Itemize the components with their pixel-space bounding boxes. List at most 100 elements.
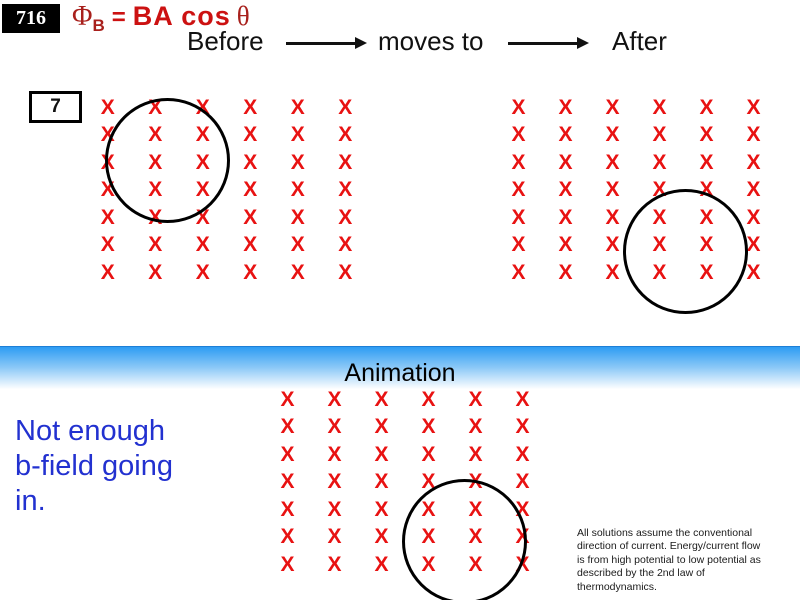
bfield-x-marker: X (746, 123, 761, 147)
bfield-x-marker: X (280, 387, 295, 411)
bfield-x-marker: X (338, 205, 353, 229)
bfield-x-marker: X (338, 150, 353, 174)
bfield-x-marker: X (280, 442, 295, 466)
wire-loop-circle-before (105, 98, 230, 223)
bfield-x-marker: X (511, 150, 526, 174)
bfield-x-marker: X (605, 233, 620, 257)
equals-sign: = (111, 4, 126, 31)
disclaimer-line: All solutions assume the conventional (577, 527, 753, 539)
bfield-x-marker: X (558, 178, 573, 202)
bfield-x-marker: X (558, 123, 573, 147)
bfield-x-marker: X (327, 497, 342, 521)
ba-cos-term: BA cos (132, 1, 231, 31)
bfield-x-marker: X (243, 178, 258, 202)
bfield-x-marker: X (290, 95, 305, 119)
bfield-x-marker: X (243, 205, 258, 229)
bfield-x-marker: X (327, 470, 342, 494)
bfield-x-marker: X (100, 205, 115, 229)
bfield-x-marker: X (511, 123, 526, 147)
note-line: b-field going (15, 450, 173, 482)
bfield-x-marker: X (374, 525, 389, 549)
moves-to-label: moves to (378, 26, 484, 56)
bfield-x-marker: X (699, 95, 714, 119)
bfield-x-marker: X (100, 233, 115, 257)
bfield-x-marker: X (558, 95, 573, 119)
bfield-x-marker: X (290, 178, 305, 202)
bfield-x-marker: X (100, 260, 115, 284)
note-line: Not enough (15, 415, 165, 447)
bfield-x-marker: X (338, 233, 353, 257)
disclaimer-line: described by the 2nd law of (577, 567, 705, 580)
right-arrow-icon (508, 38, 589, 48)
bfield-x-marker: X (468, 442, 483, 466)
bfield-x-marker: X (421, 442, 436, 466)
bfield-x-marker: X (699, 150, 714, 174)
disclaimer-line: is from high potential to low potential … (577, 553, 761, 566)
bfield-x-marker: X (558, 260, 573, 284)
bfield-x-marker: X (605, 95, 620, 119)
bfield-x-marker: X (374, 387, 389, 411)
bfield-x-marker: X (327, 525, 342, 549)
bfield-x-marker: X (374, 470, 389, 494)
bfield-x-marker: X (338, 95, 353, 119)
bfield-x-marker: X (243, 95, 258, 119)
bfield-x-marker: X (374, 442, 389, 466)
bfield-x-marker: X (290, 123, 305, 147)
bfield-x-marker: X (290, 233, 305, 257)
bfield-x-marker: X (511, 260, 526, 284)
bfield-x-marker: X (558, 150, 573, 174)
animation-banner[interactable]: Animation (0, 346, 800, 393)
bfield-x-marker: X (558, 205, 573, 229)
bfield-x-marker: X (148, 233, 163, 257)
bfield-x-marker: X (699, 123, 714, 147)
right-arrow-icon (286, 38, 367, 48)
bfield-x-marker: X (421, 387, 436, 411)
disclaimer-line: thermodynamics. (577, 580, 657, 593)
bfield-x-marker: X (746, 178, 761, 202)
note-line: in. (15, 485, 46, 517)
bfield-x-marker: X (243, 260, 258, 284)
bfield-x-marker: X (338, 260, 353, 284)
bfield-x-marker: X (280, 415, 295, 439)
bfield-x-marker: X (652, 150, 667, 174)
theta-symbol: θ (236, 1, 250, 31)
bfield-x-marker: X (511, 95, 526, 119)
bfield-x-marker: X (195, 260, 210, 284)
problem-number-box: 7 (29, 91, 82, 123)
bfield-x-marker: X (280, 552, 295, 576)
bfield-x-marker: X (243, 233, 258, 257)
bfield-x-marker: X (280, 525, 295, 549)
bfield-x-marker: X (605, 178, 620, 202)
wire-loop-circle-animation (402, 479, 527, 600)
bfield-x-marker: X (511, 178, 526, 202)
bfield-x-marker: X (746, 205, 761, 229)
bfield-x-marker: X (515, 415, 530, 439)
bfield-x-marker: X (746, 150, 761, 174)
bfield-x-marker: X (148, 260, 163, 284)
bfield-x-marker: X (290, 260, 305, 284)
bfield-x-marker: X (605, 205, 620, 229)
bfield-x-marker: X (746, 260, 761, 284)
bfield-x-marker: X (421, 415, 436, 439)
bfield-x-marker: X (746, 233, 761, 257)
bfield-x-marker: X (374, 497, 389, 521)
bfield-x-marker: X (468, 387, 483, 411)
slide-number-badge: 716 (2, 4, 60, 33)
bfield-x-marker: X (338, 178, 353, 202)
bfield-x-marker: X (327, 387, 342, 411)
bfield-x-marker: X (195, 233, 210, 257)
animation-label[interactable]: Animation (344, 359, 456, 387)
disclaimer-line: direction of current. Energy/current flo… (577, 540, 761, 553)
bfield-x-marker: X (290, 205, 305, 229)
disclaimer-text: All solutions assume the conventional di… (577, 527, 799, 594)
bfield-x-marker: X (327, 442, 342, 466)
bfield-x-marker: X (515, 470, 530, 494)
note-text: Not enough b-field going in. (15, 414, 173, 519)
bfield-x-marker: X (558, 233, 573, 257)
bfield-x-marker: X (515, 387, 530, 411)
bfield-x-marker: X (515, 442, 530, 466)
flux-formula: ΦB = BA cos θ (72, 1, 250, 36)
bfield-x-marker: X (374, 415, 389, 439)
bfield-x-marker: X (338, 123, 353, 147)
